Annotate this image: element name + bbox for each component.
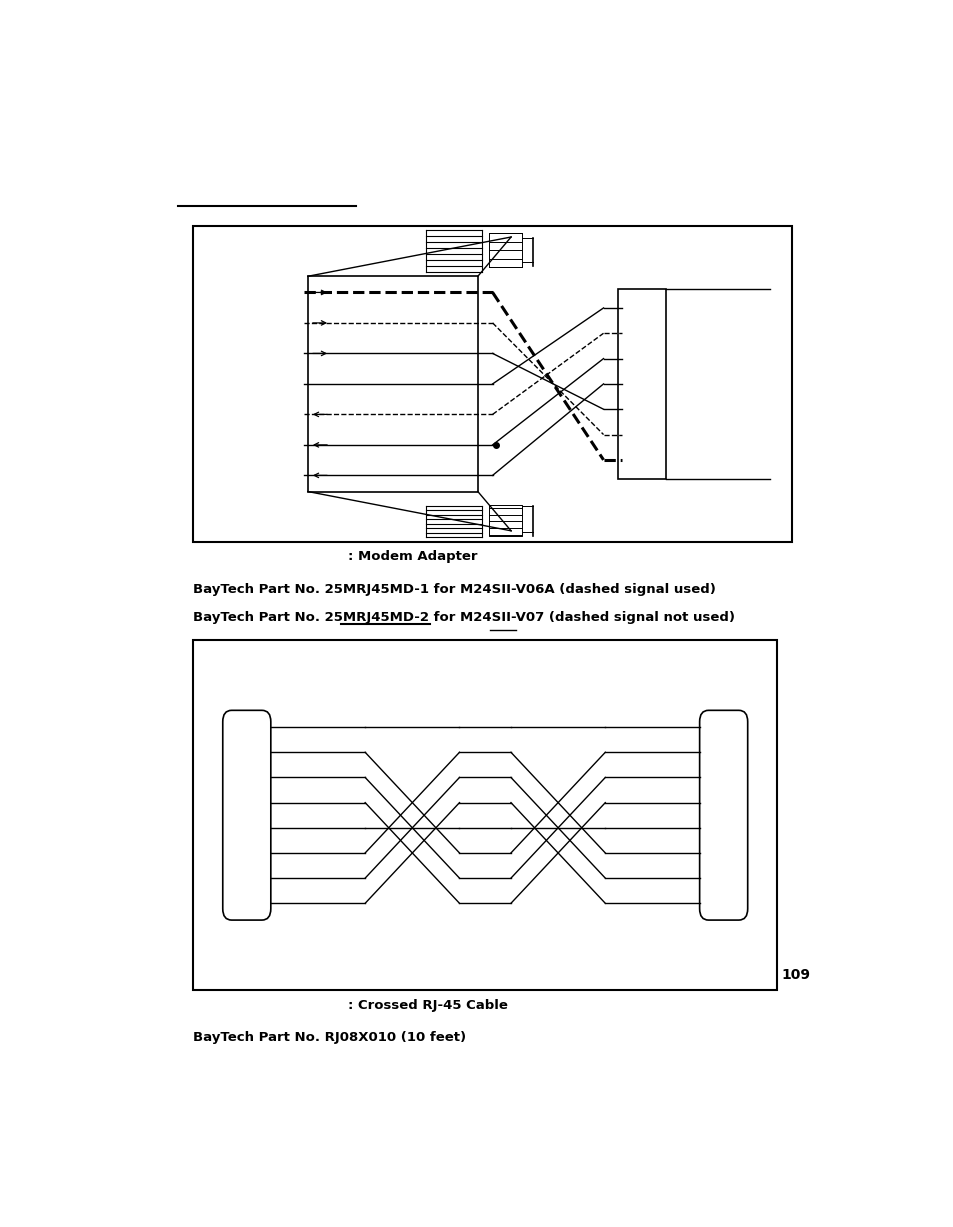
Bar [308,276,477,492]
Text: BayTech Part No. 25MRJ45MD-2 for M24SII-V07 (dashed signal not used): BayTech Part No. 25MRJ45MD-2 for M24SII-… [193,611,735,625]
Bar [618,290,665,479]
Text: 109: 109 [781,968,809,983]
Bar [193,226,791,542]
Text: : Crossed RJ-45 Cable: : Crossed RJ-45 Cable [348,1000,508,1012]
Text: BayTech Part No. RJ08X010 (10 feet): BayTech Part No. RJ08X010 (10 feet) [193,1031,466,1044]
Text: : Modem Adapter: : Modem Adapter [348,550,477,563]
FancyBboxPatch shape [222,710,271,920]
Bar [193,640,777,990]
FancyBboxPatch shape [699,710,747,920]
Text: BayTech Part No. 25MRJ45MD-1 for M24SII-V06A (dashed signal used): BayTech Part No. 25MRJ45MD-1 for M24SII-… [193,583,716,596]
